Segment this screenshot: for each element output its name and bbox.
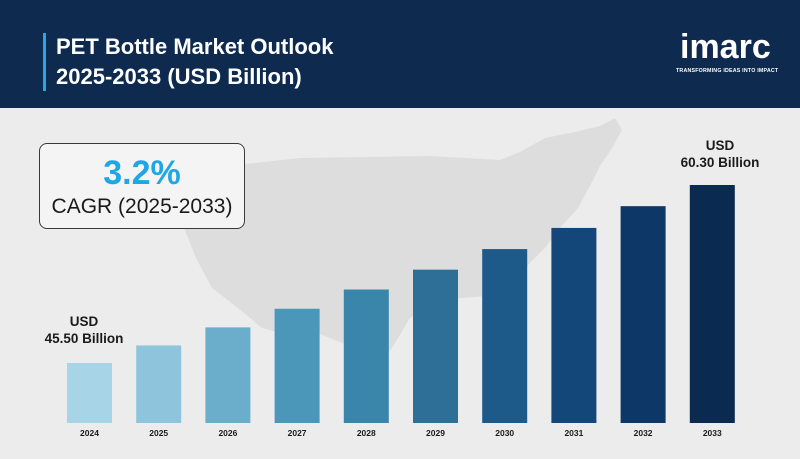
title-line-1: PET Bottle Market Outlook bbox=[56, 34, 334, 59]
cagr-value: 3.2% bbox=[103, 154, 181, 192]
bar-2025 bbox=[136, 345, 182, 423]
x-tick-label-2032: 2032 bbox=[634, 428, 653, 438]
x-tick-label-2031: 2031 bbox=[564, 428, 583, 438]
bar-2027 bbox=[274, 308, 320, 423]
x-tick-label-2033: 2033 bbox=[703, 428, 722, 438]
x-tick-label-2024: 2024 bbox=[80, 428, 99, 438]
bar-2030 bbox=[482, 249, 528, 423]
title-accent-line bbox=[43, 33, 46, 91]
bar-2031 bbox=[551, 227, 597, 423]
cagr-box: 3.2% CAGR (2025-2033) bbox=[39, 143, 245, 229]
start-annotation-line-1: USD bbox=[69, 314, 99, 329]
imarc-logo: imarc TRANSFORMING IDEAS INTO IMPACT bbox=[676, 28, 786, 80]
start-annotation-line-2: 45.50 Billion bbox=[44, 331, 124, 346]
header-banner: PET Bottle Market Outlook 2025-2033 (USD… bbox=[0, 0, 800, 108]
bar-2028 bbox=[343, 289, 389, 423]
page-title: PET Bottle Market Outlook 2025-2033 (USD… bbox=[56, 32, 333, 92]
x-tick-label-2025: 2025 bbox=[149, 428, 168, 438]
end-annotation-line-2: 60.30 Billion bbox=[680, 155, 760, 170]
bar-2024 bbox=[67, 363, 112, 423]
bar-2033 bbox=[689, 185, 735, 423]
x-tick-label-2026: 2026 bbox=[218, 428, 237, 438]
bar-2026 bbox=[205, 327, 251, 423]
x-tick-label-2028: 2028 bbox=[357, 428, 376, 438]
end-annotation-line-1: USD bbox=[705, 138, 735, 153]
logo-tagline: TRANSFORMING IDEAS INTO IMPACT bbox=[676, 68, 779, 74]
x-tick-label-2027: 2027 bbox=[288, 428, 307, 438]
cagr-label: CAGR (2025-2033) bbox=[51, 195, 233, 218]
end-value-annotation: USD 60.30 Billion bbox=[660, 137, 780, 171]
logo-wordmark: imarc bbox=[680, 28, 771, 66]
start-value-annotation: USD 45.50 Billion bbox=[40, 313, 128, 347]
bar-2029 bbox=[413, 269, 458, 423]
title-line-2: 2025-2033 (USD Billion) bbox=[56, 64, 302, 89]
x-tick-label-2029: 2029 bbox=[426, 428, 445, 438]
bar-2032 bbox=[620, 206, 666, 423]
x-tick-label-2030: 2030 bbox=[495, 428, 514, 438]
